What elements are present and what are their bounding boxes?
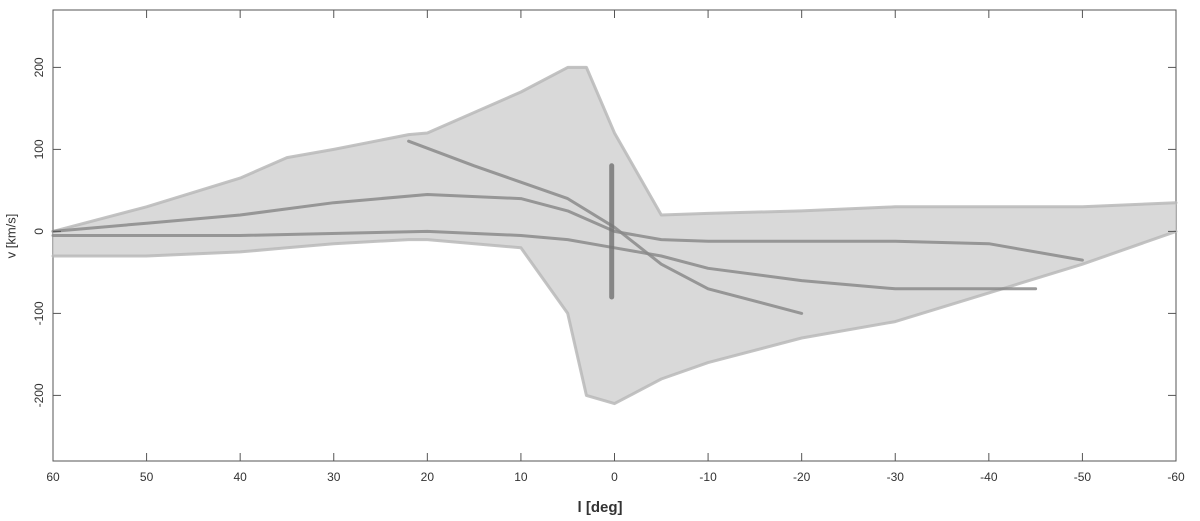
y-tick-label: -200: [32, 383, 46, 407]
x-tick-label: 40: [233, 470, 247, 484]
x-tick-label: 60: [46, 470, 60, 484]
series-line: [51, 229, 1038, 291]
series-line: [51, 65, 1178, 233]
x-tick-label: 30: [327, 470, 341, 484]
series-line: [51, 193, 1084, 262]
x-tick-label: -10: [699, 470, 717, 484]
x-tick-label: -50: [1074, 470, 1092, 484]
x-tick-label: -30: [887, 470, 905, 484]
y-axis-label: v [km/s]: [3, 214, 18, 259]
y-tick-label: -100: [32, 301, 46, 325]
x-tick-label: -60: [1167, 470, 1185, 484]
x-tick-label: -40: [980, 470, 998, 484]
x-tick-label: -20: [793, 470, 811, 484]
x-tick-label: 10: [514, 470, 528, 484]
y-tick-label: 100: [32, 139, 46, 159]
x-tick-label: 0: [611, 470, 618, 484]
envelope-area: [53, 67, 1176, 404]
x-axis-label: l [deg]: [578, 499, 623, 516]
y-tick-label: 0: [32, 228, 46, 235]
x-tick-label: 20: [421, 470, 435, 484]
x-tick-label: 50: [140, 470, 154, 484]
series-line: [407, 139, 804, 315]
series-line: [51, 229, 1178, 406]
y-tick-label: 200: [32, 57, 46, 77]
